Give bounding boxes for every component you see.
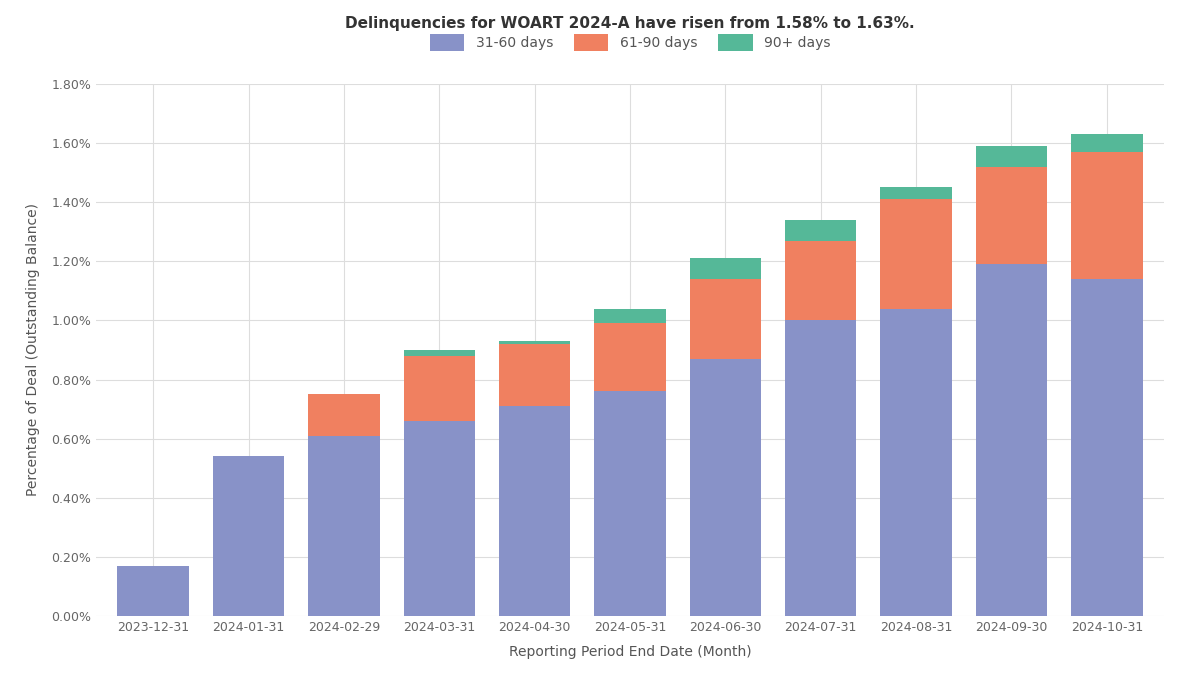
Bar (499, 344, 570, 406)
Bar (118, 566, 188, 616)
Bar (976, 265, 1048, 616)
Bar (881, 199, 952, 309)
Bar (690, 279, 761, 359)
Bar (881, 188, 952, 200)
Bar (785, 220, 857, 241)
Bar (785, 321, 857, 616)
Bar (212, 456, 284, 616)
Bar (308, 394, 379, 435)
Bar (1072, 279, 1142, 616)
Bar (403, 356, 475, 421)
Bar (976, 146, 1048, 167)
Bar (308, 435, 379, 616)
Bar (976, 167, 1048, 265)
Bar (499, 341, 570, 344)
Bar (690, 258, 761, 279)
Bar (594, 323, 666, 391)
Y-axis label: Percentage of Deal (Outstanding Balance): Percentage of Deal (Outstanding Balance) (26, 204, 40, 496)
Bar (690, 359, 761, 616)
Bar (594, 391, 666, 616)
Title: Delinquencies for WOART 2024-A have risen from 1.58% to 1.63%.: Delinquencies for WOART 2024-A have rise… (346, 16, 914, 32)
Bar (1072, 134, 1142, 152)
Bar (881, 309, 952, 616)
Bar (499, 406, 570, 616)
Bar (1072, 152, 1142, 279)
X-axis label: Reporting Period End Date (Month): Reporting Period End Date (Month) (509, 645, 751, 659)
Legend: 31-60 days, 61-90 days, 90+ days: 31-60 days, 61-90 days, 90+ days (422, 27, 838, 58)
Bar (403, 350, 475, 356)
Bar (403, 421, 475, 616)
Bar (785, 241, 857, 321)
Bar (594, 309, 666, 323)
